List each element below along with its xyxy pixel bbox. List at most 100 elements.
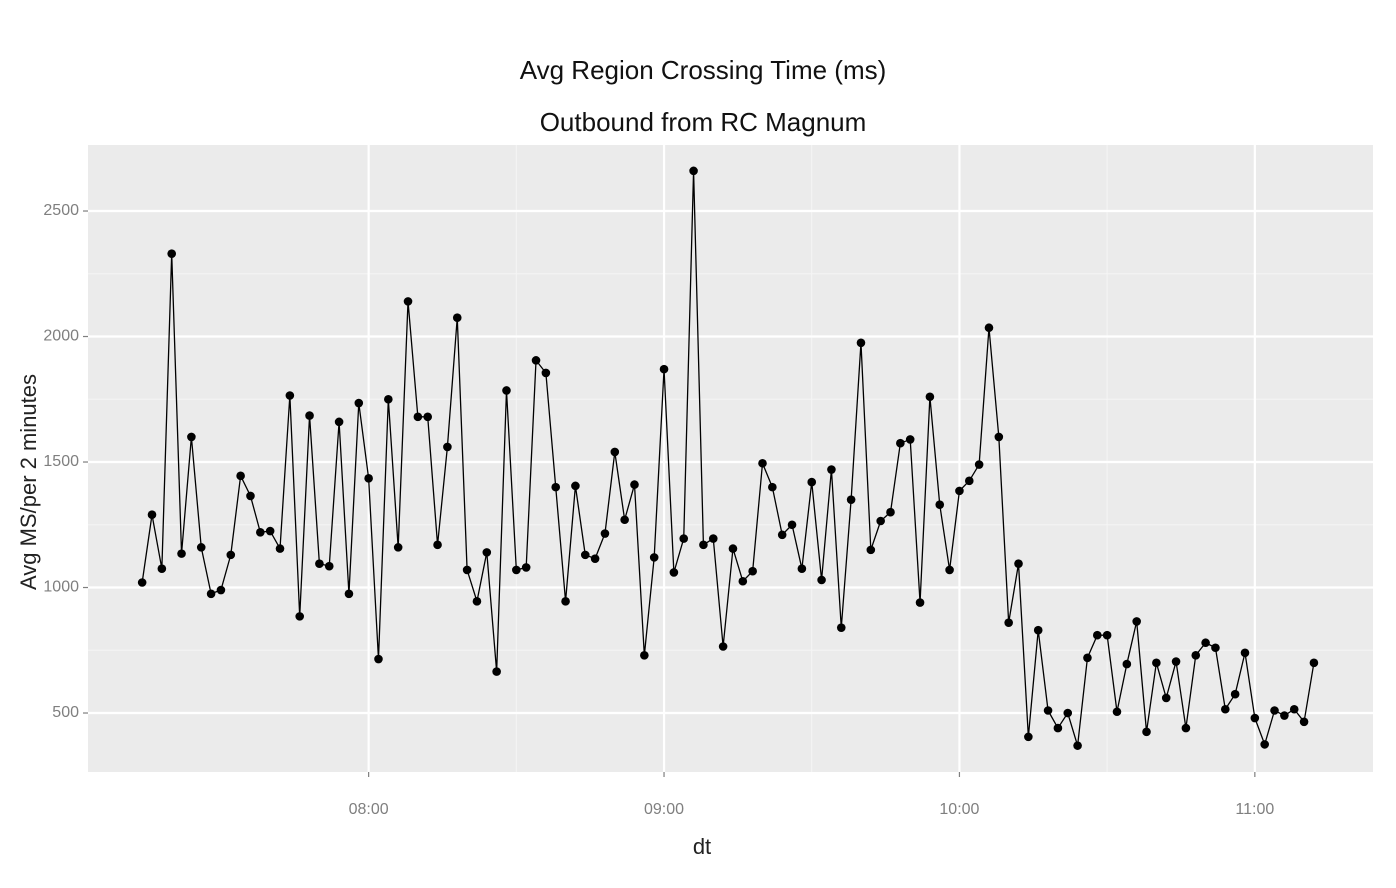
y-tick-label: 500 [52,704,79,721]
chart-subtitle: Outbound from RC Magnum [540,107,867,137]
point [846,495,856,504]
point [1132,617,1141,626]
point [1299,717,1309,727]
point [787,520,797,530]
point [1191,650,1201,660]
point [1053,723,1063,733]
point [1211,643,1220,653]
point [984,323,994,333]
point [827,465,836,474]
point [777,530,787,540]
point [1083,653,1092,663]
point [1280,711,1289,720]
point [1073,741,1082,750]
point [1024,732,1033,742]
point [265,526,275,536]
point [393,543,403,552]
chart-title: Avg Region Crossing Time (ms) [520,55,887,85]
point [177,549,186,558]
point [1043,706,1053,715]
point [512,565,521,575]
point [216,585,226,595]
point [1122,659,1132,669]
point [246,491,255,501]
point [324,561,334,571]
point [748,566,757,576]
point [187,432,196,442]
point [1220,704,1230,714]
x-tick-label: 08:00 [349,801,389,818]
line [141,170,1315,747]
point [521,563,531,572]
point [600,529,610,538]
point [531,356,541,365]
point [571,481,580,491]
point [1142,727,1151,737]
point [620,515,629,525]
point [1230,689,1240,699]
point [1309,658,1319,668]
point [1063,708,1073,718]
point [167,249,176,258]
point [817,575,826,585]
point [797,564,807,573]
point [1270,706,1279,715]
y-tick-label: 2500 [43,202,79,219]
point [836,623,846,632]
point [384,394,393,404]
point [1161,693,1171,703]
point [728,544,738,553]
point [896,438,905,448]
point [462,565,472,575]
point [856,338,866,348]
point [866,545,876,555]
point [758,458,767,468]
point [1201,638,1210,648]
point [886,507,895,517]
point [305,411,314,420]
point [679,534,689,543]
point [236,471,245,481]
point [1289,704,1299,714]
point [443,442,452,452]
plot-panel [88,145,1373,772]
point [640,650,649,660]
point [433,540,442,550]
point [1181,723,1191,733]
point [1250,713,1260,723]
point [482,548,492,557]
point [354,398,364,408]
x-axis-title: dt [693,834,711,859]
point [285,391,295,400]
point [590,554,600,563]
point [1260,740,1269,749]
point [1102,630,1112,640]
point [955,486,964,496]
point [157,564,167,573]
point [876,516,885,526]
point [364,474,373,483]
point [561,597,570,606]
point [659,364,669,374]
point [196,543,206,552]
point [1014,559,1023,568]
x-tick-label: 10:00 [939,801,979,818]
point [905,435,915,444]
point [1112,707,1122,717]
y-tick-label: 1500 [43,453,79,470]
point [137,578,147,587]
point [699,540,708,550]
x-tick-label: 11:00 [1235,801,1274,818]
point [472,597,482,606]
point [580,550,590,560]
point [649,553,659,562]
point [768,482,777,492]
point [1152,658,1161,668]
point [925,392,935,402]
point [669,568,679,577]
point [492,667,501,676]
point [935,500,945,509]
point [1004,618,1013,627]
point [226,550,236,560]
